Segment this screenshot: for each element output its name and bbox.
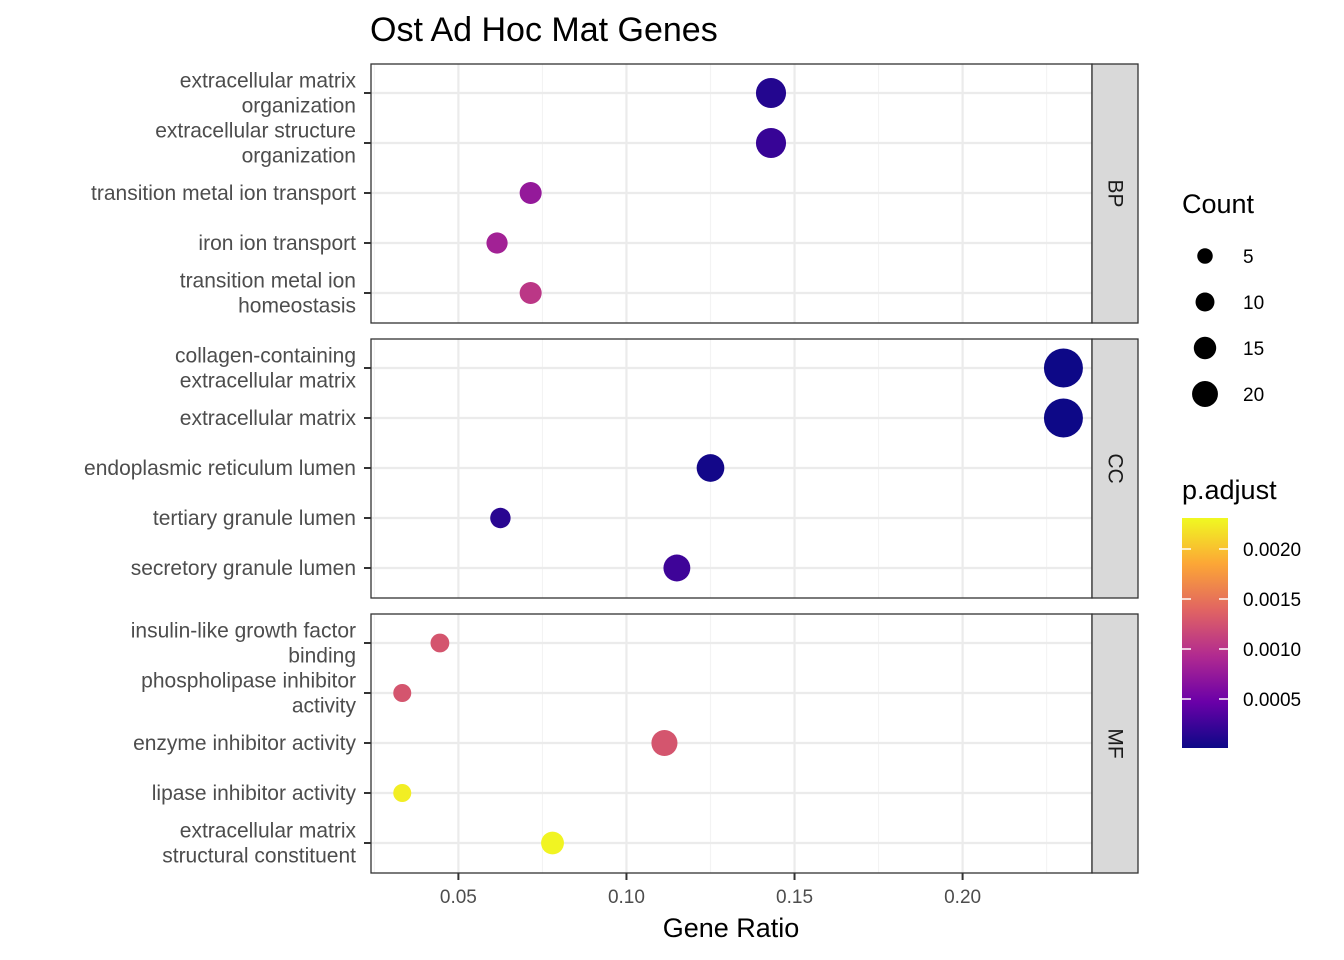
y-tick-label: transition metal ion transport (91, 182, 356, 205)
count-legend-key (1195, 292, 1215, 312)
facet-panels: extracellular matrix organizationextracel… (84, 63, 1139, 874)
facet-panel-bp: extracellular matrix organizationextracel… (91, 63, 1139, 324)
data-point (755, 127, 787, 159)
facet-strip (1091, 338, 1139, 599)
count-legend-key (1192, 381, 1218, 407)
p-adjust-legend: p.adjust 0.0005 0.0010 0.0015 0.0020 (1182, 475, 1301, 748)
y-tick-label: extracellular matrix organization (180, 70, 357, 118)
data-point (1043, 348, 1083, 388)
data-point (490, 507, 511, 529)
data-point (651, 729, 678, 757)
x-axis: 0.05 0.10 0.15 0.20 (440, 873, 981, 908)
x-axis-label: Gene Ratio (663, 913, 800, 943)
data-point (519, 181, 542, 205)
data-point (393, 684, 412, 702)
y-tick-label: transition metal ion homeostasis (180, 270, 356, 318)
data-point (486, 232, 508, 254)
data-point (1043, 398, 1083, 438)
facet-strip-label: CC (1104, 453, 1127, 483)
y-tick-label: tertiary granule lumen (153, 507, 356, 530)
y-tick-label: collagen-containing extracellular matrix (175, 345, 356, 393)
x-tick-label: 0.15 (776, 887, 813, 908)
count-legend-label: 15 (1243, 339, 1264, 360)
x-tick-label: 0.20 (944, 887, 981, 908)
p-adjust-legend-label: 0.0005 (1243, 690, 1301, 711)
y-tick-label: extracellular matrix structural constitue… (162, 820, 356, 868)
y-tick-label: insulin-like growth factor binding (131, 620, 356, 668)
count-legend-label: 20 (1243, 385, 1264, 406)
y-tick-label: lipase inhibitor activity (152, 782, 357, 805)
y-tick-label: iron ion transport (198, 232, 356, 255)
facet-strip-label: BP (1104, 179, 1127, 207)
count-legend-label: 10 (1243, 293, 1264, 314)
y-tick-label: extracellular structure organization (155, 120, 356, 168)
chart-title: Ost Ad Hoc Mat Genes (370, 11, 718, 49)
p-adjust-legend-title: p.adjust (1182, 475, 1277, 505)
p-adjust-legend-label: 0.0020 (1243, 540, 1301, 561)
data-point (519, 281, 542, 305)
data-point (430, 633, 450, 653)
count-legend: Count 5 10 15 20 (1182, 189, 1264, 407)
x-tick-label: 0.10 (608, 887, 645, 908)
facet-panel-cc: collagen-containing extracellular matrix e… (84, 338, 1139, 599)
p-adjust-colorbar (1182, 518, 1228, 748)
facet-strip (1091, 63, 1139, 324)
data-point (696, 454, 725, 482)
y-tick-label: enzyme inhibitor activity (133, 732, 356, 755)
p-adjust-legend-label: 0.0010 (1243, 640, 1301, 661)
count-legend-title: Count (1182, 189, 1255, 219)
facet-strip-label: MF (1104, 728, 1127, 758)
x-tick-label: 0.05 (440, 887, 477, 908)
data-point (663, 554, 691, 582)
facet-panel-mf: insulin-like growth factor bindingphospho… (131, 613, 1139, 874)
y-tick-label: phospholipase inhibitor activity (141, 670, 356, 718)
y-tick-label: extracellular matrix (180, 407, 357, 430)
p-adjust-legend-label: 0.0015 (1243, 590, 1301, 611)
count-legend-key (1193, 336, 1217, 360)
data-point (541, 831, 564, 855)
y-tick-label: secretory granule lumen (131, 557, 356, 580)
data-point (393, 784, 412, 802)
y-tick-label: endoplasmic reticulum lumen (84, 457, 356, 480)
data-point (755, 77, 787, 109)
count-legend-label: 5 (1243, 247, 1254, 268)
facet-strip (1091, 613, 1139, 874)
count-legend-key (1197, 248, 1213, 264)
